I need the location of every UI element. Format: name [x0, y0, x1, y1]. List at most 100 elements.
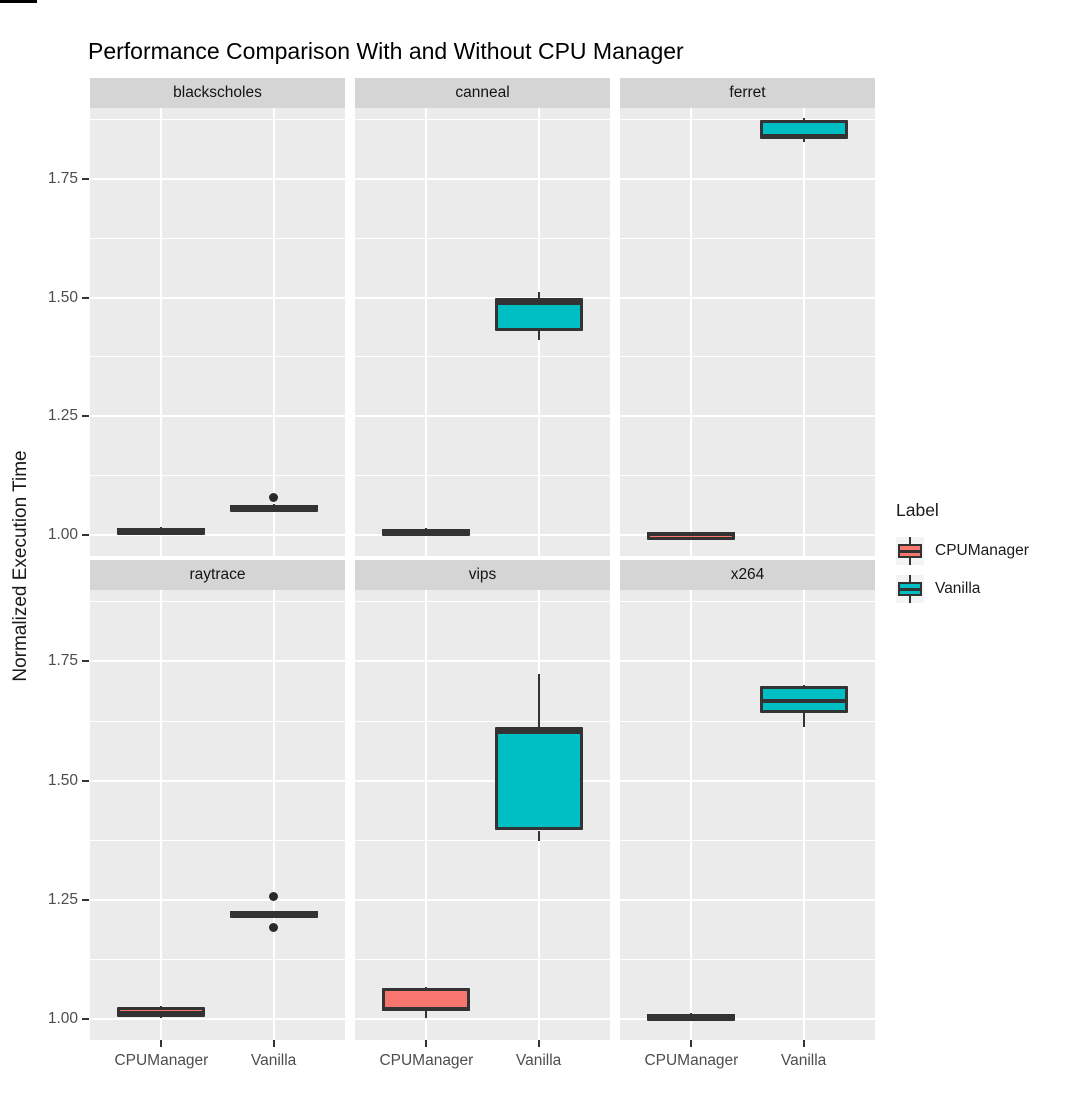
major-gridline [90, 415, 345, 418]
chart-title: Performance Comparison With and Without … [88, 38, 684, 64]
y-tick-label: 1.75 [47, 652, 78, 670]
y-tick-mark [82, 296, 89, 299]
minor-gridline [355, 474, 610, 476]
legend-key-boxplot-glyph [896, 575, 924, 603]
x-tick-mark [272, 1040, 275, 1047]
y-tick-mark [82, 533, 89, 536]
facet-panel-raytrace [90, 590, 345, 1040]
boxplot-ferret-cpumanager-median [647, 531, 736, 536]
boxplot-raytrace-vanilla-upper-whisker [272, 910, 275, 912]
major-gridline [90, 898, 345, 901]
facet-panel-blackscholes [90, 108, 345, 556]
facet-panel-ferret [620, 108, 875, 556]
major-gridline [355, 660, 610, 663]
facet-strip-canneal: canneal [355, 78, 610, 108]
x-tick-label-vanilla: Vanilla [780, 1052, 827, 1069]
boxplot-canneal-cpumanager-median [382, 528, 471, 533]
minor-gridline [90, 119, 345, 121]
facet-strip-vips: vips [355, 560, 610, 590]
vertical-gridline [160, 590, 163, 1040]
vertical-gridline [425, 108, 428, 556]
minor-gridline [355, 958, 610, 960]
boxplot-blackscholes-vanilla-upper-whisker [272, 503, 275, 506]
major-gridline [355, 779, 610, 782]
minor-gridline [90, 839, 345, 841]
facet-strip-label-blackscholes: blackscholes [173, 84, 262, 101]
major-gridline [620, 533, 875, 536]
minor-gridline [620, 119, 875, 121]
minor-gridline [355, 601, 610, 603]
x-tick-mark [802, 1040, 805, 1047]
boxplot-ferret-vanilla-upper-whisker [802, 118, 805, 120]
major-gridline [620, 1017, 875, 1020]
y-tick-label: 1.50 [47, 771, 78, 789]
facet-strip-x264: x264 [620, 560, 875, 590]
minor-gridline [355, 839, 610, 841]
x-tick-label-cpumanager: CPUManager [644, 1052, 739, 1069]
vertical-gridline [690, 590, 693, 1040]
vertical-gridline [802, 108, 805, 556]
boxplot-raytrace-cpumanager-upper-whisker [160, 1005, 163, 1007]
legend-items: CPUManager Vanilla [896, 537, 1029, 603]
legend-key-median-line [898, 587, 922, 591]
major-gridline [355, 533, 610, 536]
facet-strip-label-ferret: ferret [729, 84, 766, 101]
major-gridline [355, 1017, 610, 1020]
x-tick-label-cpumanager: CPUManager [379, 1052, 474, 1069]
boxplot-vips-vanilla [494, 727, 583, 831]
legend-item-label: Vanilla [935, 580, 981, 597]
major-gridline [620, 660, 875, 663]
minor-gridline [90, 237, 345, 239]
major-gridline [90, 533, 345, 536]
major-gridline [355, 898, 610, 901]
y-axis-label: Normalized Execution Time [10, 450, 31, 682]
boxplot-blackscholes-cpumanager-median [117, 527, 206, 532]
boxplot-x264-cpumanager-median [647, 1013, 736, 1018]
minor-gridline [355, 119, 610, 121]
boxplot-blackscholes-vanilla-median [229, 505, 318, 510]
boxplot-canneal-vanilla-upper-whisker [537, 291, 540, 298]
boxplot-raytrace-vanilla-outlier [269, 922, 279, 932]
facet-panel-x264 [620, 590, 875, 1040]
major-gridline [620, 296, 875, 299]
boxplot-canneal-vanilla-lower-whisker [537, 330, 540, 341]
major-gridline [90, 660, 345, 663]
minor-gridline [620, 601, 875, 603]
facet-strip-label-x264: x264 [730, 566, 765, 583]
minor-gridline [620, 720, 875, 722]
boxplot-x264-vanilla-upper-whisker [802, 684, 805, 686]
boxplot-x264-vanilla-median [759, 699, 848, 703]
minor-gridline [90, 474, 345, 476]
facet-strip-label-raytrace: raytrace [189, 566, 246, 583]
minor-gridline [620, 237, 875, 239]
minor-gridline [620, 474, 875, 476]
minor-gridline [90, 356, 345, 358]
facet-strip-label-canneal: canneal [455, 84, 510, 101]
major-gridline [90, 1017, 345, 1020]
facet-strip-blackscholes: blackscholes [90, 78, 345, 108]
facet-panel-vips [355, 590, 610, 1040]
vertical-gridline [802, 590, 805, 1040]
major-gridline [355, 178, 610, 181]
major-gridline [620, 898, 875, 901]
y-tick-label: 1.00 [47, 1009, 78, 1027]
legend-key-median-line [898, 549, 922, 553]
boxplot-x264-vanilla-lower-whisker [802, 713, 805, 728]
y-tick-label: 1.50 [47, 288, 78, 306]
major-gridline [355, 415, 610, 418]
major-gridline [355, 296, 610, 299]
boxplot-ferret-vanilla-median [759, 134, 848, 138]
legend-item-vanilla: Vanilla [896, 575, 1029, 603]
x-tick-mark [160, 1040, 163, 1047]
boxplot-vips-cpumanager-lower-whisker [425, 1011, 428, 1019]
facet-strip-raytrace: raytrace [90, 560, 345, 590]
x-tick-label-vanilla: Vanilla [515, 1052, 562, 1069]
boxplot-raytrace-cpumanager-median [117, 1010, 206, 1015]
y-tick-label: 1.75 [47, 170, 78, 188]
boxplot-blackscholes-vanilla-outlier [269, 493, 279, 503]
legend-item-cpumanager: CPUManager [896, 537, 1029, 565]
minor-gridline [620, 839, 875, 841]
major-gridline [620, 779, 875, 782]
legend: Label CPUManager Vanilla [896, 500, 1029, 613]
